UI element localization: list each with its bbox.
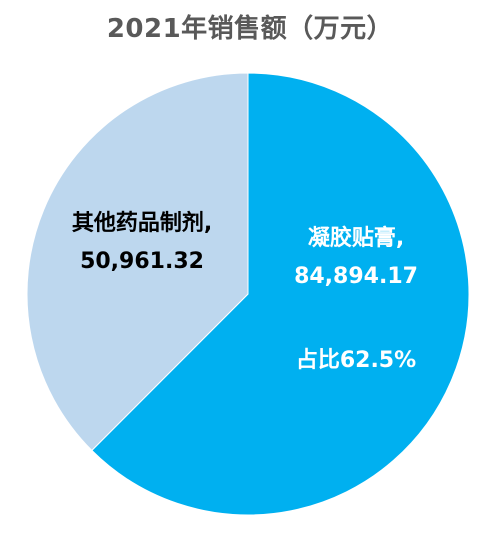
pie-slice-0 (91, 72, 470, 516)
slice-0-value-label: 84,894.17 (294, 264, 418, 289)
pie-slice-1 (26, 72, 249, 452)
slice-0-share-label: 占比62.5% (296, 348, 416, 373)
slice-1-value-label: 50,961.32 (80, 249, 204, 274)
slice-1-name-label: 其他药品制剂, (72, 210, 212, 236)
chart-title: 2021年销售额（万元） (106, 14, 394, 44)
slice-0-name-label: 凝胶贴膏, (308, 225, 404, 251)
